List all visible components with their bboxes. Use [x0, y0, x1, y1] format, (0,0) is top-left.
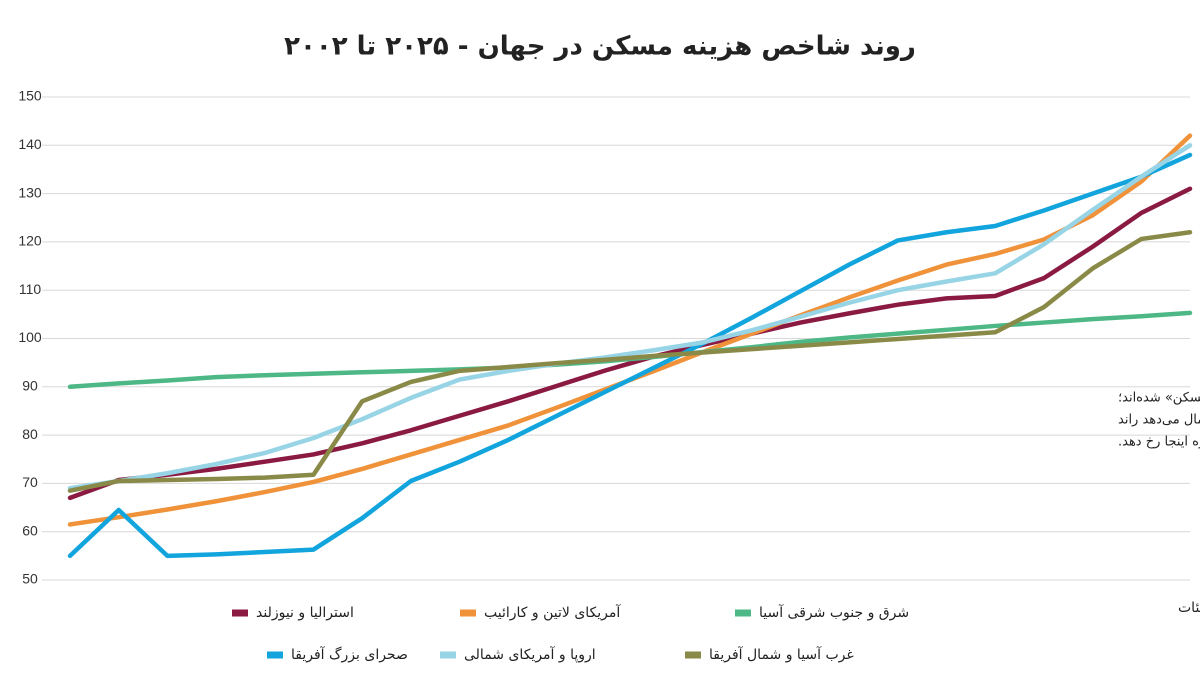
legend-label: آمریکای لاتین و کارائیب: [484, 604, 621, 621]
legend-label: اروپا و آمریکای شمالی: [464, 646, 596, 663]
y-tick-label: 60: [22, 522, 38, 538]
chart-title: روند شاخص هزینه مسکن در جهان - ۲۰۲۵ تا ۲…: [284, 32, 916, 62]
legend-label: صحرای بزرگ آفریقا: [291, 645, 408, 663]
y-tick-label: 80: [22, 426, 38, 442]
series-line: [67, 152, 1193, 559]
series-line: [67, 229, 1193, 493]
y-tick-label: 90: [22, 378, 38, 394]
legend-label: شرق و جنوب شرقی آسیا: [759, 604, 909, 621]
annotation: بعدی بحران جهانی اجاره اینجا رخ دهد.: [1118, 435, 1200, 450]
y-tick-label: 110: [19, 281, 42, 297]
y-tick-label: 120: [18, 233, 42, 249]
y-tick-label: 50: [22, 571, 38, 587]
y-tick-label: 100: [18, 329, 42, 345]
y-tick-label: 70: [22, 474, 38, 490]
series-line: [67, 143, 1193, 491]
y-tick-label: 140: [18, 136, 42, 152]
y-tick-label: 130: [18, 184, 42, 200]
annotation: شیب رشد اجاره بها در ایران آرام است اما …: [1118, 411, 1200, 428]
annotation: کشورها از سال ۲۰۱۰ تا کنون دچار «شوک بلن…: [1118, 391, 1200, 406]
series-line: [67, 186, 1193, 501]
legend-label: غرب آسیا و شمال آفریقا: [709, 646, 854, 663]
series-line: [67, 310, 1193, 390]
legend-label: استرالیا و نیوزلند: [256, 605, 354, 621]
source: منبع: هیئات: [1178, 600, 1200, 616]
y-tick-label: 150: [18, 88, 42, 104]
